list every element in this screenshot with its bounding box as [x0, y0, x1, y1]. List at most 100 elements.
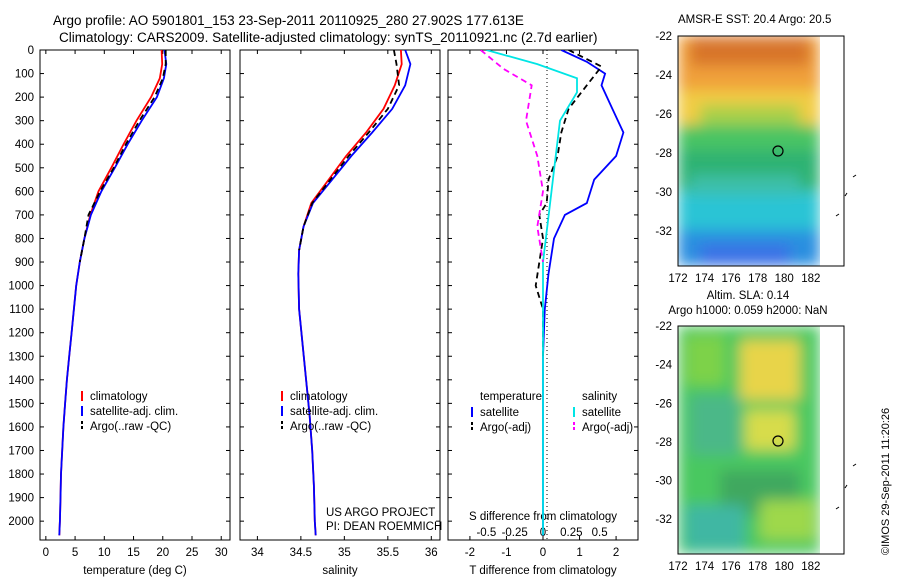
map-y-tick-label: -22: [655, 31, 672, 43]
depth-tick-label: 2000: [8, 516, 34, 528]
x-axis-label: T difference from climatology: [469, 565, 616, 577]
sst-map-title: AMSR-E SST: 20.4 Argo: 20.5: [678, 14, 832, 26]
sst-map: [677, 35, 857, 267]
legend-label: satellite: [582, 407, 621, 419]
figure-title-line2: Climatology: CARS2009. Satellite-adjuste…: [59, 30, 598, 45]
depth-tick-label: 1700: [8, 445, 34, 457]
legend-label: Argo(..raw -QC): [90, 421, 171, 433]
figure-title-line1: Argo profile: AO 5901801_153 23-Sep-2011…: [53, 13, 524, 28]
map-x-tick-label: 172: [668, 273, 687, 285]
x-tick-label: 10: [98, 547, 111, 559]
map-y-tick-label: -30: [655, 476, 672, 488]
sst-islands: [835, 174, 857, 217]
map-y-tick-label: -24: [655, 70, 672, 82]
depth-tick-label: 1800: [8, 469, 34, 481]
depth-tick-label: 1300: [8, 351, 34, 363]
x-tick-label: 20: [156, 547, 169, 559]
legend-label: satellite-adj. clim.: [90, 406, 178, 418]
sla-map: [677, 325, 857, 555]
map-x-tick-label: 180: [775, 273, 794, 285]
x-tick-label: 30: [215, 547, 228, 559]
map-x-tick-label: 182: [801, 561, 820, 573]
depth-tick-label: 1400: [8, 375, 34, 387]
s-tick-label: -0.5: [476, 527, 496, 539]
depth-tick-label: 600: [15, 186, 34, 198]
legend-label: Argo(-adj): [582, 422, 633, 434]
s-tick-label: 0.5: [592, 527, 608, 539]
legend-label: satellite: [480, 407, 519, 419]
depth-tick-label: 1000: [8, 281, 34, 293]
series-line-argo-raw-qc-: [78, 50, 167, 263]
x-tick-label: 15: [127, 547, 140, 559]
map-y-tick-label: -30: [655, 187, 672, 199]
depth-tick-label: 1900: [8, 493, 34, 505]
map-y-tick-label: -26: [655, 109, 672, 121]
x-tick-label: 25: [186, 547, 199, 559]
map-x-tick-label: 182: [801, 273, 820, 285]
depth-tick-label: 400: [15, 139, 34, 151]
depth-tick-label: 800: [15, 233, 34, 245]
x-axis-label: salinity: [322, 565, 357, 577]
x-tick-label: 1: [576, 547, 582, 559]
depth-tick-label: 300: [15, 116, 34, 128]
series-line-t-argo-adj-: [534, 50, 603, 357]
map-y-tick-label: -26: [655, 398, 672, 410]
project-note-line2: PI: DEAN ROEMMICH: [326, 521, 442, 533]
map-y-tick-label: -28: [655, 148, 672, 160]
sla-argo-marker: [772, 435, 784, 447]
depth-tick-label: 200: [15, 92, 34, 104]
x-tick-label: -1: [501, 547, 511, 559]
map-y-tick-label: -22: [655, 321, 672, 333]
map-x-tick-label: 178: [748, 273, 767, 285]
map-x-tick-label: 174: [695, 273, 715, 285]
salinity-axes: [239, 49, 441, 541]
map-x-tick-label: 174: [695, 561, 715, 573]
map-y-tick-label: -32: [655, 226, 672, 238]
s-tick-label: -0.25: [502, 527, 528, 539]
depth-tick-label: 500: [15, 163, 34, 175]
map-x-tick-label: 180: [775, 561, 794, 573]
s-tick-label: 0.25: [560, 527, 582, 539]
legend-header-salinity: salinity: [582, 391, 617, 403]
x-tick-label: 0: [43, 547, 49, 559]
series-line-s-argo-adj-: [480, 50, 544, 263]
depth-tick-label: 900: [15, 257, 34, 269]
x-axis-label: temperature (deg C): [83, 565, 187, 577]
series-line-satellite-adj-clim-: [58, 50, 168, 536]
sla-islands: [835, 463, 857, 510]
legend-label: climatology: [290, 391, 348, 403]
series-line-t-satellite: [542, 50, 625, 536]
legend-label: climatology: [90, 391, 148, 403]
depth-tick-label: 1500: [8, 398, 34, 410]
map-x-tick-label: 178: [748, 561, 767, 573]
sla-map-title: Altim. SLA: 0.14: [706, 290, 790, 302]
legend-label: Argo(..raw -QC): [290, 421, 371, 433]
map-x-tick-label: 176: [722, 273, 741, 285]
x-tick-label: 2: [613, 547, 619, 559]
map-y-tick-label: -32: [655, 514, 672, 526]
depth-tick-label: 1600: [8, 422, 34, 434]
depth-tick-label: 0: [28, 45, 34, 57]
x-tick-label: 0: [540, 547, 546, 559]
sst-argo-marker: [772, 145, 784, 157]
map-y-tick-label: -28: [655, 437, 672, 449]
x-tick-label: -2: [465, 547, 475, 559]
series-line-argo-raw-qc-: [298, 50, 401, 251]
x-tick-label: 35.5: [377, 547, 399, 559]
legend-label: satellite-adj. clim.: [290, 406, 378, 418]
map-x-tick-label: 172: [668, 561, 687, 573]
x-tick-label: 35: [338, 547, 351, 559]
depth-tick-label: 100: [15, 69, 34, 81]
x-tick-label: 36: [425, 547, 438, 559]
legend-label: Argo(-adj): [480, 422, 531, 434]
x-tick-label: 5: [72, 547, 78, 559]
depth-tick-label: 700: [15, 210, 34, 222]
legend-header-temperature: temperature: [480, 391, 542, 403]
x-tick-label: 34: [251, 547, 264, 559]
map-x-tick-label: 176: [722, 561, 741, 573]
depth-tick-label: 1200: [8, 328, 34, 340]
depth-tick-label: 1100: [9, 304, 34, 316]
series-line-s-satellite: [486, 50, 578, 536]
sla-map-subtitle: Argo h1000: 0.059 h2000: NaN: [668, 305, 828, 317]
